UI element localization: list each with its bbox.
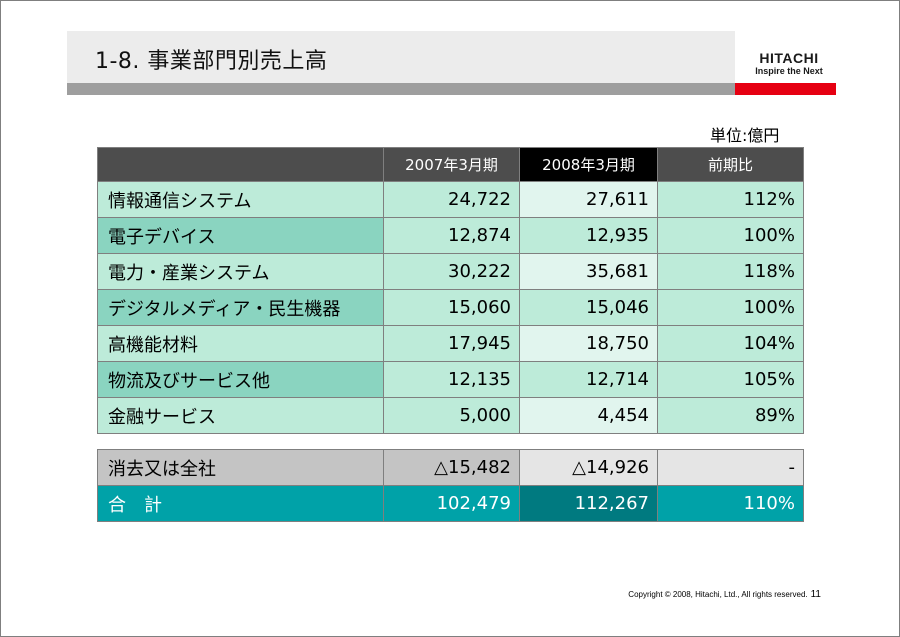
- elimination-ratio: -: [657, 449, 804, 486]
- sales-by-segment-table: 2007年3月期 2008年3月期 前期比 情報通信システム 24,722 27,6…: [97, 147, 804, 522]
- header-fy2008: 2008年3月期: [519, 147, 658, 182]
- fy2008-value: 12,714: [519, 361, 658, 398]
- elimination-label: 消去又は全社: [97, 449, 384, 486]
- segment-label: 電力・産業システム: [97, 253, 384, 290]
- table-row: デジタルメディア・民生機器 15,060 15,046 100%: [97, 289, 804, 326]
- fy2007-value: 30,222: [383, 253, 520, 290]
- copyright-text: Copyright © 2008, Hitachi, Ltd., All rig…: [628, 590, 808, 599]
- fy2008-value: 15,046: [519, 289, 658, 326]
- logo-wordmark: HITACHI: [759, 50, 819, 66]
- elimination-fy2008: △14,926: [519, 449, 658, 486]
- segment-label: デジタルメディア・民生機器: [97, 289, 384, 326]
- spacer-cell: [97, 433, 804, 450]
- page-number: 11: [810, 589, 821, 600]
- fy2008-value: 12,935: [519, 217, 658, 254]
- segment-label: 金融サービス: [97, 397, 384, 434]
- brand-accent-bar: [735, 83, 836, 95]
- total-row: 合 計 102,479 112,267 110%: [97, 485, 804, 522]
- elimination-fy2007: △15,482: [383, 449, 520, 486]
- table-row: 電力・産業システム 30,222 35,681 118%: [97, 253, 804, 290]
- table-row: 金融サービス 5,000 4,454 89%: [97, 397, 804, 434]
- fy2007-value: 17,945: [383, 325, 520, 362]
- ratio-value: 105%: [657, 361, 804, 398]
- fy2007-value: 24,722: [383, 181, 520, 218]
- fy2008-value: 18,750: [519, 325, 658, 362]
- row-spacer: [97, 433, 804, 450]
- table-row: 電子デバイス 12,874 12,935 100%: [97, 217, 804, 254]
- fy2007-value: 15,060: [383, 289, 520, 326]
- ratio-value: 118%: [657, 253, 804, 290]
- title-underline-bar: [67, 83, 735, 95]
- fy2007-value: 12,135: [383, 361, 520, 398]
- title-band: [67, 31, 735, 83]
- segment-label: 電子デバイス: [97, 217, 384, 254]
- fy2008-value: 4,454: [519, 397, 658, 434]
- header-ratio: 前期比: [657, 147, 804, 182]
- fy2008-value: 35,681: [519, 253, 658, 290]
- ratio-value: 104%: [657, 325, 804, 362]
- ratio-value: 100%: [657, 289, 804, 326]
- header-fy2007: 2007年3月期: [383, 147, 520, 182]
- total-fy2008: 112,267: [519, 485, 658, 522]
- logo-tagline: Inspire the Next: [755, 66, 823, 76]
- segment-label: 高機能材料: [97, 325, 384, 362]
- unit-label: 単位:億円: [710, 126, 780, 145]
- ratio-value: 100%: [657, 217, 804, 254]
- table-row: 物流及びサービス他 12,135 12,714 105%: [97, 361, 804, 398]
- segment-label: 情報通信システム: [97, 181, 384, 218]
- fy2007-value: 5,000: [383, 397, 520, 434]
- total-label: 合 計: [97, 485, 384, 522]
- footer: Copyright © 2008, Hitachi, Ltd., All rig…: [628, 589, 821, 600]
- total-ratio: 110%: [657, 485, 804, 522]
- page-title: 1-8. 事業部門別売上高: [95, 49, 328, 74]
- hitachi-logo: HITACHI Inspire the Next: [749, 51, 829, 77]
- header-segment: [97, 147, 384, 182]
- table-row: 高機能材料 17,945 18,750 104%: [97, 325, 804, 362]
- table-row: 情報通信システム 24,722 27,611 112%: [97, 181, 804, 218]
- table-header-row: 2007年3月期 2008年3月期 前期比: [97, 147, 804, 182]
- fy2008-value: 27,611: [519, 181, 658, 218]
- ratio-value: 89%: [657, 397, 804, 434]
- elimination-row: 消去又は全社 △15,482 △14,926-: [97, 449, 804, 486]
- ratio-value: 112%: [657, 181, 804, 218]
- total-fy2007: 102,479: [383, 485, 520, 522]
- segment-label: 物流及びサービス他: [97, 361, 384, 398]
- fy2007-value: 12,874: [383, 217, 520, 254]
